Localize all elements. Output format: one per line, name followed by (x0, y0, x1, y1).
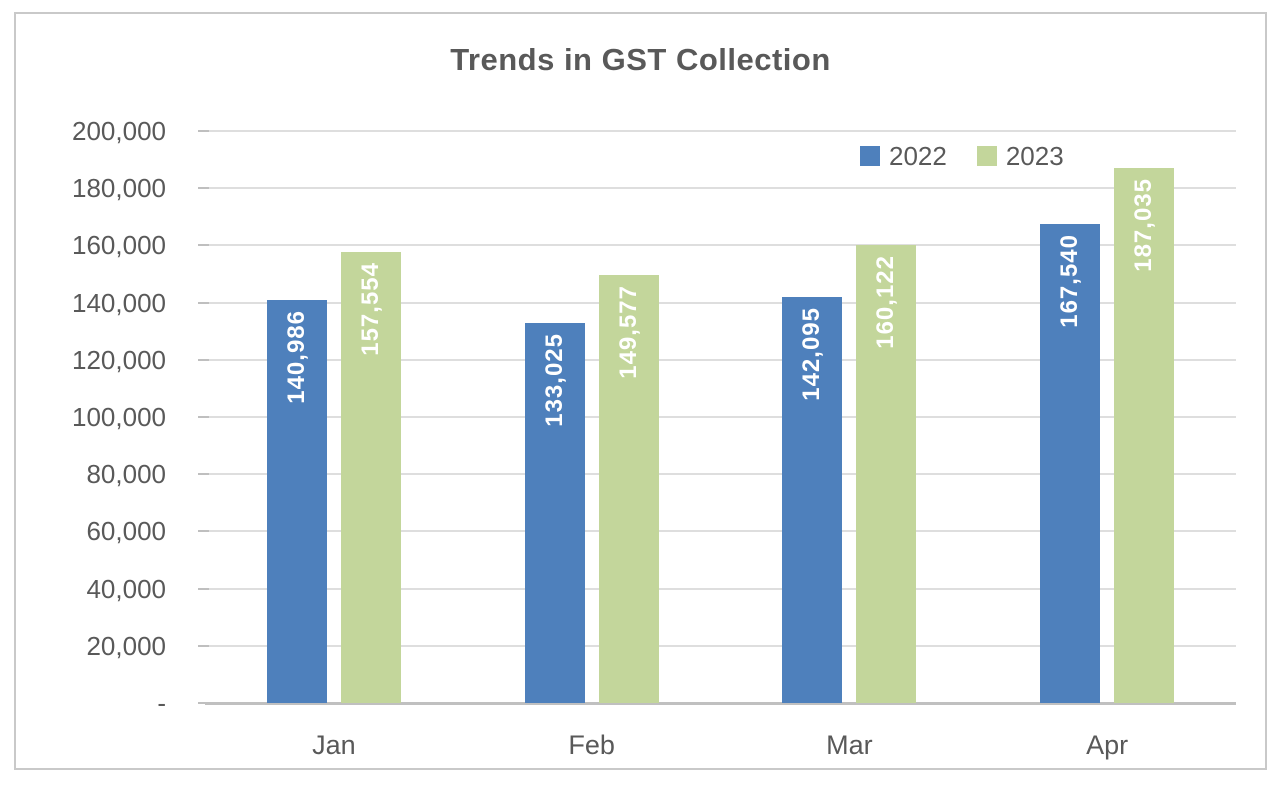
y-axis-tick-label: 200,000 (72, 116, 166, 146)
y-axis-tick (198, 702, 209, 704)
bar-2022-mar: 142,095 (782, 296, 843, 703)
y-axis-tick (198, 530, 209, 533)
bar-value-label: 140,986 (282, 309, 310, 404)
bar-value-label: 160,122 (872, 255, 900, 349)
y-axis-tick-label: 160,000 (72, 230, 166, 261)
y-axis-tick (198, 473, 209, 476)
x-axis-label-feb: Feb (568, 730, 615, 760)
y-axis-tick (198, 244, 209, 247)
bar-value-label: 187,035 (1130, 178, 1158, 272)
gridline (205, 244, 1236, 247)
gridline (205, 187, 1236, 190)
legend-swatch-2022 (860, 146, 880, 166)
bar-value-label: 167,540 (1056, 233, 1084, 328)
gridline (205, 587, 1236, 590)
y-axis-tick (198, 358, 209, 361)
bar-2022-apr: 167,540 (1040, 223, 1101, 703)
legend-item-2023: 2023 (976, 141, 1064, 171)
bar-value-label: 149,577 (614, 285, 642, 379)
y-axis-tick-label: 20,000 (86, 630, 166, 661)
gridline (205, 130, 1236, 132)
bar-value-label: 157,554 (356, 262, 384, 357)
legend-label-2023: 2023 (1005, 141, 1064, 171)
y-axis-tick-label: - (157, 688, 166, 718)
legend-item-2022: 2022 (860, 143, 947, 169)
bar-2022-feb: 133,025 (524, 322, 585, 703)
bar-2023-apr: 187,035 (1114, 168, 1175, 703)
gridline (205, 473, 1236, 476)
y-axis-tick (198, 130, 209, 132)
gridline (205, 301, 1236, 304)
gridline (205, 416, 1236, 418)
x-axis-line (205, 702, 1236, 705)
y-axis-tick (198, 644, 209, 647)
y-axis-tick (198, 416, 209, 418)
y-axis-tick-label: 60,000 (86, 516, 166, 547)
bar-2023-jan: 157,554 (340, 252, 401, 703)
legend: 2022 2023 (860, 143, 1064, 169)
y-axis-tick-label: 140,000 (72, 287, 166, 318)
gridline (205, 530, 1236, 533)
legend-label-2022: 2022 (889, 141, 947, 171)
bar-2023-mar: 160,122 (856, 245, 917, 703)
y-axis-tick-label: 180,000 (72, 173, 166, 204)
bar-value-label: 142,095 (798, 306, 826, 401)
y-axis-tick (198, 301, 209, 304)
x-axis-label-jan: Jan (312, 730, 356, 760)
chart-title: Trends in GST Collection (450, 42, 831, 77)
bar-2023-feb: 149,577 (598, 275, 659, 703)
y-axis-tick-label: 100,000 (72, 402, 166, 432)
bar-2022-jan: 140,986 (266, 299, 327, 703)
x-axis-label-mar: Mar (826, 730, 873, 760)
y-axis-tick (198, 587, 209, 590)
y-axis-tick-label: 80,000 (86, 459, 166, 490)
y-axis-tick-label: 40,000 (86, 573, 166, 604)
gridline (205, 644, 1236, 647)
y-axis-tick-label: 120,000 (72, 344, 166, 375)
bar-value-label: 133,025 (540, 332, 568, 427)
gridline (205, 358, 1236, 361)
y-axis-tick (198, 187, 209, 190)
legend-swatch-2023 (976, 146, 997, 166)
x-axis-label-apr: Apr (1086, 730, 1129, 760)
